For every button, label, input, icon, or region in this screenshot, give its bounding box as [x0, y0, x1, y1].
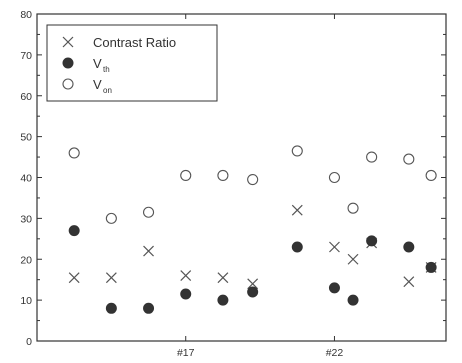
data-point	[247, 173, 259, 186]
data-point	[105, 302, 117, 314]
y-tick-label: 30	[20, 213, 32, 225]
data-point	[180, 270, 192, 282]
cross-stroke	[291, 204, 303, 216]
data-point	[425, 261, 437, 273]
data-point	[366, 235, 378, 247]
data-point	[68, 147, 80, 159]
data-point	[247, 286, 259, 298]
data-point	[366, 151, 378, 163]
cross-stroke	[329, 241, 340, 253]
data-point	[180, 169, 192, 182]
data-point	[347, 202, 359, 214]
cross-stroke	[217, 272, 229, 284]
y-tick-label: 0	[26, 336, 32, 348]
data-point	[68, 272, 80, 284]
legend-label-subscript: th	[103, 65, 110, 74]
cross-stroke	[62, 36, 74, 48]
legend-marker	[62, 57, 74, 69]
series-0	[68, 204, 437, 290]
data-point	[247, 278, 259, 290]
data-point	[143, 245, 154, 257]
legend-box	[46, 24, 218, 102]
data-point	[217, 272, 229, 284]
series-1	[68, 225, 437, 314]
y-tick-label: 80	[20, 9, 32, 21]
legend-label: V	[93, 77, 102, 92]
cross-stroke	[143, 245, 154, 257]
legend-label: V	[93, 56, 102, 71]
data-point	[217, 294, 229, 306]
data-point	[291, 204, 303, 216]
y-tick-label: 50	[20, 132, 32, 144]
y-tick-label: 20	[20, 254, 32, 266]
data-point	[105, 272, 117, 284]
y-tick-label: 70	[20, 50, 32, 62]
data-point	[291, 145, 303, 157]
data-point	[105, 212, 117, 224]
legend-label-subscript: on	[103, 86, 112, 95]
legend-marker	[62, 36, 74, 48]
cross-stroke	[105, 272, 117, 284]
data-point	[425, 169, 437, 182]
legend-marker	[62, 78, 74, 90]
cross-stroke	[403, 276, 415, 288]
y-tick-label: 40	[20, 173, 32, 185]
cross-stroke	[68, 272, 80, 284]
x-tick-label: #22	[326, 347, 344, 359]
data-point	[68, 225, 80, 237]
data-point	[291, 241, 303, 253]
data-point	[347, 253, 359, 265]
legend-label: Contrast Ratio	[93, 35, 176, 50]
cross-stroke	[180, 270, 192, 282]
x-tick-label: #17	[177, 347, 195, 359]
data-point	[142, 206, 155, 218]
data-point	[143, 302, 155, 314]
series-2	[68, 145, 437, 224]
data-point	[403, 153, 415, 165]
data-point	[328, 171, 341, 184]
data-point	[403, 241, 415, 253]
cross-stroke	[247, 278, 259, 290]
y-tick-label: 60	[20, 91, 32, 103]
cross-stroke	[347, 253, 359, 265]
data-point	[217, 169, 229, 182]
data-point	[328, 282, 340, 294]
data-point	[347, 294, 359, 306]
data-point	[403, 276, 415, 288]
data-point	[329, 241, 340, 253]
data-point	[180, 288, 192, 300]
y-tick-label: 10	[20, 295, 32, 307]
